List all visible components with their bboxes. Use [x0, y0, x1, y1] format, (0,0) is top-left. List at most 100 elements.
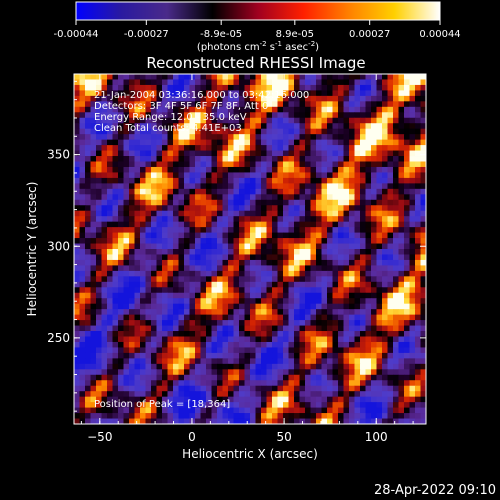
heatmap-cell [409, 418, 416, 425]
heatmap-cell [404, 358, 410, 365]
heatmap-cell [178, 249, 185, 255]
heatmap-cell [398, 259, 405, 266]
heatmap-cell [415, 232, 421, 239]
heatmap-cell [228, 287, 234, 294]
heatmap-cell [134, 227, 141, 233]
heatmap-cell [200, 276, 207, 283]
heatmap-cell [233, 352, 240, 359]
heatmap-cell [145, 309, 152, 316]
heatmap-cell [272, 281, 278, 288]
heatmap-cell [409, 331, 416, 337]
heatmap-cell [222, 249, 229, 255]
heatmap-cell [404, 123, 410, 130]
heatmap-cell [387, 128, 394, 135]
heatmap-cell [211, 254, 218, 261]
heatmap-cell [376, 320, 383, 326]
heatmap-cell [151, 161, 157, 168]
heatmap-cell [96, 145, 102, 151]
heatmap-cell [162, 325, 168, 332]
heatmap-cell [233, 320, 240, 326]
heatmap-cell [156, 199, 163, 206]
heatmap-cell [261, 101, 267, 108]
heatmap-cell [74, 79, 80, 86]
heatmap-cell [79, 166, 86, 173]
heatmap-cell [200, 402, 207, 408]
heatmap-cell [162, 309, 168, 316]
heatmap-cell [178, 380, 185, 387]
heatmap-cell [332, 303, 339, 310]
heatmap-cell [118, 101, 124, 108]
heatmap-cell [415, 249, 421, 255]
heatmap-cell [217, 287, 223, 294]
heatmap-cell [90, 194, 97, 201]
heatmap-cell [404, 391, 410, 398]
heatmap-cell [222, 374, 229, 381]
heatmap-cell [299, 123, 306, 130]
heatmap-cell [360, 303, 366, 310]
heatmap-cell [101, 287, 108, 294]
heatmap-cell [382, 232, 388, 239]
heatmap-cell [371, 380, 377, 387]
heatmap-cell [266, 391, 273, 398]
heatmap-cell [283, 396, 289, 403]
heatmap-cell [272, 166, 278, 173]
heatmap-cell [266, 325, 273, 332]
heatmap-cell [211, 238, 218, 244]
heatmap-cell [261, 249, 267, 255]
heatmap-cell [277, 407, 284, 414]
heatmap-cell [145, 303, 152, 310]
heatmap-cell [255, 396, 262, 403]
heatmap-cell [305, 325, 311, 332]
heatmap-cell [123, 227, 130, 233]
heatmap-cell [217, 84, 223, 91]
heatmap-cell [266, 216, 273, 223]
heatmap-cell [365, 407, 372, 414]
heatmap-cell [365, 79, 372, 86]
heatmap-cell [299, 358, 306, 365]
heatmap-cell [74, 139, 80, 146]
heatmap-cell [382, 374, 388, 381]
heatmap-cell [371, 347, 377, 354]
heatmap-cell [211, 84, 218, 91]
heatmap-cell [415, 156, 421, 162]
heatmap-cell [112, 188, 119, 195]
heatmap-cell [393, 369, 399, 376]
heatmap-cell [140, 249, 146, 255]
heatmap-cell [85, 101, 91, 108]
heatmap-cell [387, 243, 394, 250]
heatmap-cell [178, 259, 185, 266]
heatmap-cell [233, 413, 240, 419]
heatmap-cell [365, 90, 372, 97]
heatmap-cell [343, 134, 350, 141]
heatmap-cell [332, 84, 339, 91]
heatmap-cell [349, 292, 355, 299]
heatmap-cell [415, 369, 421, 376]
heatmap-cell [107, 254, 113, 261]
heatmap-cell [244, 385, 251, 392]
heatmap-cell [371, 254, 377, 261]
heatmap-cell [409, 84, 416, 91]
heatmap-cell [398, 166, 405, 173]
heatmap-cell [332, 363, 339, 370]
heatmap-cell [85, 183, 91, 190]
heatmap-cell [101, 112, 108, 119]
heatmap-cell [140, 145, 146, 151]
heatmap-cell [321, 325, 328, 332]
heatmap-cell [420, 336, 427, 343]
heatmap-cell [151, 292, 157, 299]
heatmap-cell [338, 183, 344, 190]
heatmap-cell [409, 232, 416, 239]
heatmap-cell [283, 177, 289, 184]
heatmap-cell [118, 227, 124, 233]
heatmap-cell [404, 227, 410, 233]
heatmap-cell [382, 336, 388, 343]
heatmap-cell [129, 232, 135, 239]
heatmap-cell [90, 139, 97, 146]
heatmap-cell [321, 265, 328, 272]
heatmap-cell [222, 314, 229, 321]
heatmap-cell [107, 385, 113, 392]
heatmap-cell [420, 216, 427, 223]
heatmap-cell [288, 183, 295, 190]
heatmap-cell [409, 205, 416, 212]
heatmap-cell [200, 188, 207, 195]
